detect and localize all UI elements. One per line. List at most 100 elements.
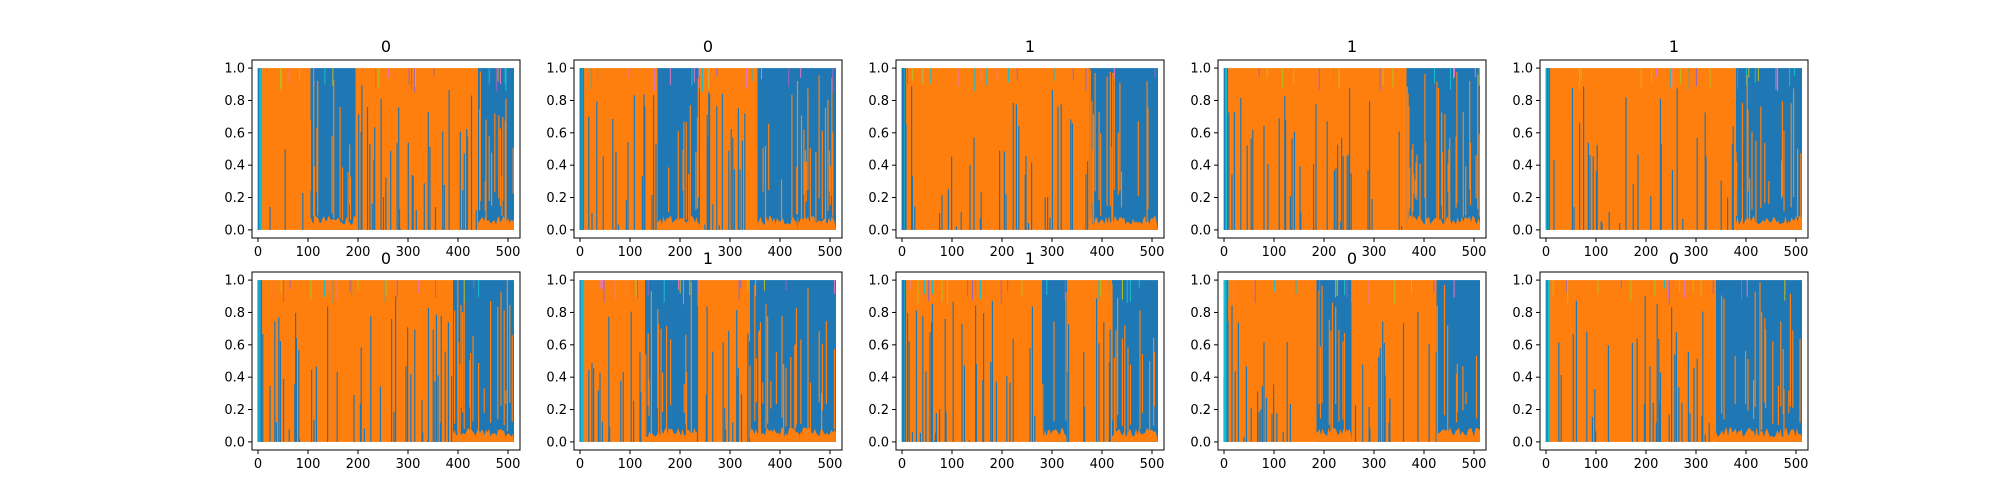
y-tick-label: 0.0 <box>224 223 245 238</box>
low-band <box>478 215 514 230</box>
y-tick-label: 0.4 <box>546 371 567 386</box>
y-tick-label: 0.4 <box>1512 159 1533 174</box>
x-tick-label: 200 <box>346 245 371 260</box>
plot-area <box>1223 280 1480 442</box>
subplot-8: 0 0.0 0.2 0.4 0.6 0.8 1.0 0 100 200 300 400 500 <box>1190 249 1487 472</box>
segment-fill <box>645 280 698 442</box>
segment-0 <box>902 280 1042 442</box>
segment-fill <box>1112 280 1158 442</box>
segment-fill <box>1716 280 1802 442</box>
low-band <box>800 427 836 442</box>
y-tick-label: 0.6 <box>1190 126 1211 141</box>
segment-3 <box>478 68 514 230</box>
segment-fill <box>478 68 514 230</box>
segment-fill <box>1546 68 1736 230</box>
low-band <box>757 215 798 230</box>
segment-0 <box>1224 68 1407 230</box>
y-tick-label: 0.4 <box>224 371 245 386</box>
segment-2 <box>1351 280 1437 442</box>
y-tick-label: 1.0 <box>1512 274 1533 289</box>
y-tick-label: 1.0 <box>224 62 245 77</box>
y-tick-label: 0.6 <box>546 338 567 353</box>
subplot-title: 0 <box>381 249 391 268</box>
x-tick-label: 200 <box>1634 245 1659 260</box>
axes-frame <box>573 271 843 451</box>
x-tick-label: 100 <box>1584 457 1609 472</box>
segment-fill <box>258 68 311 230</box>
x-tick-label: 400 <box>768 457 793 472</box>
plot-area <box>901 68 1158 230</box>
segment-1 <box>309 68 356 230</box>
y-tick-label: 0.8 <box>1512 306 1533 321</box>
axes-frame <box>1217 59 1487 239</box>
axes-frame <box>573 59 843 239</box>
x-tick-label: 100 <box>296 245 321 260</box>
y-tick-label: 1.0 <box>224 274 245 289</box>
low-band <box>1736 215 1802 230</box>
subplot-9: 0 0.0 0.2 0.4 0.6 0.8 1.0 0 100 200 300 400 500 <box>1512 249 1809 472</box>
y-tick-label: 0.8 <box>868 306 889 321</box>
y-tick-label: 0.6 <box>1512 126 1533 141</box>
y-tick-label: 0.0 <box>868 223 889 238</box>
y-tick-label: 0.0 <box>1190 223 1211 238</box>
low-band <box>657 215 700 230</box>
low-band <box>1406 215 1480 230</box>
y-tick-label: 0.2 <box>1512 403 1533 418</box>
segment-3 <box>1111 280 1158 442</box>
segment-1 <box>657 68 701 230</box>
x-tick-label: 200 <box>1312 245 1337 260</box>
y-tick-label: 0.2 <box>868 403 889 418</box>
segment-fill <box>580 280 645 442</box>
x-tick-label: 200 <box>990 457 1015 472</box>
plot-area <box>1223 68 1480 230</box>
segment-fill <box>902 280 1042 442</box>
segment-0 <box>580 68 658 230</box>
plot-area <box>579 280 836 442</box>
axes-frame <box>251 271 521 451</box>
x-tick-label: 400 <box>1412 457 1437 472</box>
x-tick-label: 500 <box>496 457 521 472</box>
y-tick-label: 1.0 <box>546 274 567 289</box>
segment-1 <box>1735 68 1802 230</box>
x-tick-label: 100 <box>296 457 321 472</box>
segment-fill <box>1436 280 1480 442</box>
x-tick-label: 100 <box>618 245 643 260</box>
segment-1 <box>1406 68 1480 230</box>
x-tick-label: 300 <box>1362 245 1387 260</box>
plot-area <box>579 68 836 230</box>
y-tick-label: 0.6 <box>546 126 567 141</box>
low-band <box>1436 427 1480 442</box>
axes-frame <box>895 271 1165 451</box>
segment-0 <box>1546 68 1736 230</box>
x-tick-label: 100 <box>1262 245 1287 260</box>
segment-1 <box>1042 280 1067 442</box>
segment-fill <box>750 280 800 442</box>
x-tick-label: 500 <box>1140 245 1165 260</box>
axes-frame <box>1539 59 1809 239</box>
subplot-title: 1 <box>703 249 713 268</box>
y-tick-label: 0.6 <box>868 338 889 353</box>
y-tick-label: 0.2 <box>868 191 889 206</box>
low-band <box>1316 427 1352 442</box>
x-tick-label: 300 <box>1684 245 1709 260</box>
x-tick-label: 300 <box>1362 457 1387 472</box>
y-tick-label: 0.6 <box>1190 338 1211 353</box>
y-tick-label: 1.0 <box>546 62 567 77</box>
segment-3 <box>1436 280 1480 442</box>
y-tick-label: 0.4 <box>546 159 567 174</box>
low-band <box>1042 427 1067 442</box>
low-band <box>1716 427 1802 442</box>
y-tick-label: 0.4 <box>1190 371 1211 386</box>
low-band <box>453 427 514 442</box>
y-tick-label: 1.0 <box>1190 274 1211 289</box>
y-tick-label: 0.8 <box>1190 306 1211 321</box>
y-tick-label: 0.4 <box>1190 159 1211 174</box>
subplot-title: 1 <box>1025 249 1035 268</box>
x-tick-label: 500 <box>1462 457 1487 472</box>
axes-frame <box>895 59 1165 239</box>
x-tick-label: 500 <box>1784 245 1809 260</box>
x-tick-label: 300 <box>396 245 421 260</box>
axes-frame <box>1217 271 1487 451</box>
x-tick-label: 500 <box>818 457 843 472</box>
segment-2 <box>696 280 751 442</box>
